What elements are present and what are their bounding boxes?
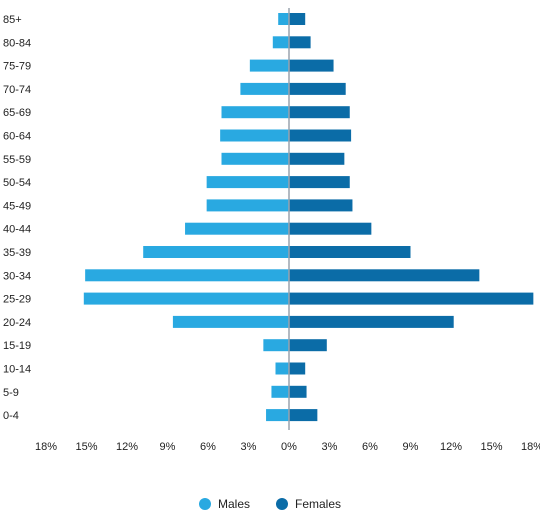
bar-males-10-14 (275, 362, 289, 375)
bar-females-40-44 (289, 222, 372, 235)
bar-females-55-59 (289, 152, 345, 165)
age-label-65-69: 65-69 (3, 107, 31, 119)
bar-males-75-79 (249, 59, 289, 72)
x-tick-label: 0% (281, 441, 297, 453)
x-tick-label: 15% (480, 441, 502, 453)
bar-females-70-74 (289, 82, 346, 95)
x-tick-label: 6% (200, 441, 216, 453)
bar-females-25-29 (289, 292, 534, 305)
legend-swatch-males (198, 498, 211, 510)
x-tick-label: 6% (362, 441, 378, 453)
x-tick-label: 9% (160, 441, 176, 453)
age-label-85plus: 85+ (3, 14, 22, 26)
bar-males-85plus (278, 13, 289, 25)
age-label-25-29: 25-29 (3, 294, 31, 306)
females-bars (289, 13, 534, 422)
age-label-40-44: 40-44 (3, 224, 31, 236)
bar-females-15-19 (289, 339, 327, 352)
age-label-50-54: 50-54 (3, 177, 31, 189)
x-tick-label: 18% (521, 441, 540, 453)
bar-females-75-79 (289, 59, 334, 72)
age-label-15-19: 15-19 (3, 340, 31, 352)
legend: Males Females (0, 494, 540, 514)
age-label-0-4: 0-4 (3, 410, 19, 422)
age-label-70-74: 70-74 (3, 84, 31, 96)
bar-females-50-54 (289, 176, 350, 189)
legend-item-males: Males (198, 497, 250, 511)
legend-label-males: Males (217, 497, 250, 511)
age-label-5-9: 5-9 (3, 387, 19, 399)
age-group-labels: 85+ 80-84 75-79 70-74 65-69 60-64 55-59 50-54 45… (3, 14, 31, 422)
x-tick-label: 12% (116, 441, 138, 453)
bar-males-40-44 (185, 222, 289, 235)
bar-females-45-49 (289, 199, 353, 212)
x-tick-label: 12% (440, 441, 462, 453)
age-label-80-84: 80-84 (3, 37, 31, 49)
bar-males-45-49 (206, 199, 289, 212)
population-pyramid-chart: 85+ 80-84 75-79 70-74 65-69 60-64 55-59 50-54 45… (3, 8, 540, 453)
x-tick-label: 9% (403, 441, 419, 453)
bar-females-80-84 (289, 36, 311, 49)
bar-males-70-74 (240, 82, 289, 95)
bar-females-5-9 (289, 385, 307, 398)
bar-males-50-54 (206, 176, 289, 189)
x-tick-label: 18% (35, 441, 57, 453)
bar-females-0-4 (289, 409, 318, 422)
bar-females-35-39 (289, 246, 411, 258)
x-tick-label: 3% (322, 441, 338, 453)
bar-males-20-24 (172, 315, 289, 328)
legend-item-females: Females (276, 497, 341, 511)
bar-females-10-14 (289, 362, 306, 375)
age-label-45-49: 45-49 (3, 200, 31, 212)
legend-swatch-females (276, 498, 288, 510)
bar-males-65-69 (221, 106, 289, 119)
bar-males-30-34 (85, 269, 290, 282)
bar-females-30-34 (289, 269, 480, 282)
bar-males-15-19 (263, 339, 289, 352)
age-label-30-34: 30-34 (3, 270, 31, 282)
age-label-10-14: 10-14 (3, 364, 31, 376)
bar-males-80-84 (272, 36, 289, 49)
age-label-20-24: 20-24 (3, 317, 31, 329)
age-label-35-39: 35-39 (3, 247, 31, 259)
x-tick-label: 15% (75, 441, 97, 453)
age-label-55-59: 55-59 (3, 154, 31, 166)
bar-males-0-4 (266, 409, 289, 422)
bar-females-85plus (289, 13, 306, 25)
bar-males-35-39 (143, 246, 289, 258)
bar-females-65-69 (289, 106, 350, 119)
x-axis-tick-labels: 18% 15% 12% 9% 6% 3% 0% 3% 6% 9% 12% 15% 18% (35, 441, 540, 453)
legend-label-females: Females (295, 497, 342, 511)
bar-females-20-24 (289, 315, 454, 328)
age-label-60-64: 60-64 (3, 131, 31, 143)
bar-males-5-9 (271, 385, 289, 398)
age-label-75-79: 75-79 (3, 61, 31, 73)
bar-females-60-64 (289, 129, 352, 142)
bar-males-25-29 (83, 292, 289, 305)
bar-males-55-59 (221, 152, 289, 165)
x-tick-label: 3% (241, 441, 257, 453)
bar-males-60-64 (220, 129, 289, 142)
males-bars (83, 13, 290, 422)
